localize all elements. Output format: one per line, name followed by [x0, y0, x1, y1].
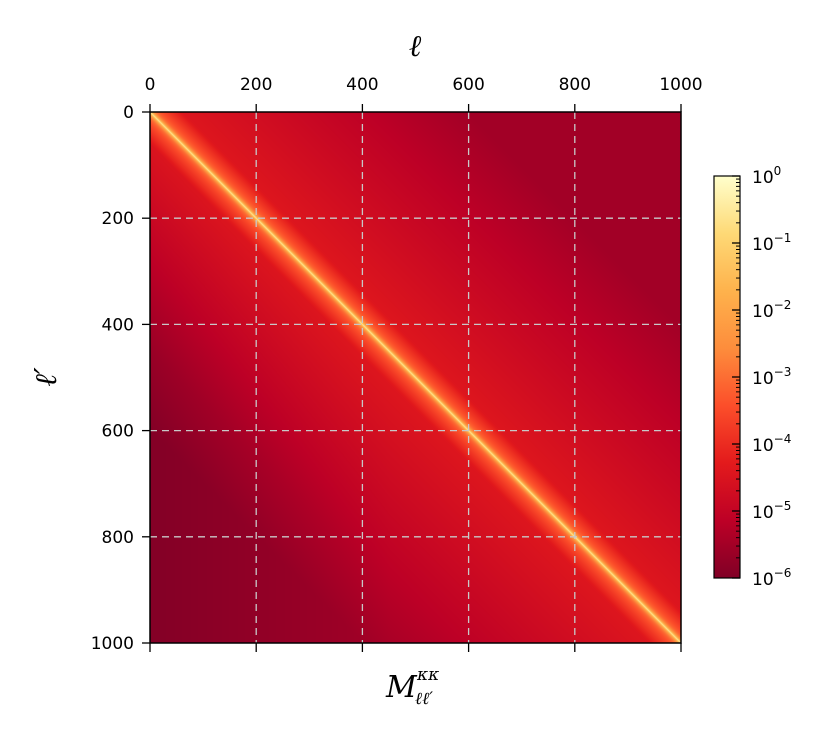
- x-tick-label-2: 400: [346, 75, 378, 95]
- colorbar-tick-label-3: 10−3: [752, 365, 791, 389]
- x-tick-label-4: 800: [559, 75, 591, 95]
- y-axis-title: ℓ′: [29, 367, 64, 386]
- y-tick-label-0: 0: [123, 103, 134, 123]
- y-tick-label-2: 400: [102, 315, 134, 335]
- grid-lines: [150, 112, 681, 643]
- y-tick-label-4: 800: [102, 528, 134, 548]
- colorbar-tick-label-0: 100: [752, 164, 781, 188]
- y-tick-label-1: 200: [102, 209, 134, 229]
- x-tick-label-0: 0: [145, 75, 156, 95]
- colorbar-ticks: 100 10−1 10−2 10−3 10−4 10−5 10−6: [732, 164, 791, 590]
- x-tick-label-5: 1000: [659, 75, 702, 95]
- colorbar-tick-label-2: 10−2: [752, 298, 791, 322]
- y-axis: 0 200 400 600 800 1000: [91, 103, 150, 654]
- colorbar-tick-label-6: 10−6: [752, 566, 791, 590]
- colorbar-tick-label-1: 10−1: [752, 231, 791, 255]
- y-tick-label-5: 1000: [91, 634, 134, 654]
- colorbar: 100 10−1 10−2 10−3 10−4 10−5 10−6: [713, 164, 791, 590]
- x-tick-label-1: 200: [240, 75, 272, 95]
- colorbar-tick-label-5: 10−5: [752, 499, 791, 523]
- y-tick-label-3: 600: [102, 422, 134, 442]
- caption-subscript: ℓℓ′: [415, 689, 433, 709]
- x-axis-bottom-ticks: [149, 643, 682, 652]
- colorbar-tick-label-4: 10−4: [752, 432, 791, 456]
- bottom-caption: M κκ ℓℓ′: [385, 665, 439, 709]
- heatmap-canvas: [150, 112, 681, 643]
- plot-frame: [149, 111, 682, 644]
- x-tick-label-3: 600: [452, 75, 484, 95]
- caption-main: M: [385, 670, 418, 705]
- heatmap-area: [150, 112, 681, 643]
- x-axis-title: ℓ: [409, 29, 422, 64]
- x-axis-top: 0 200 400 600 800 1000: [145, 75, 703, 112]
- caption-superscript: κκ: [416, 665, 439, 685]
